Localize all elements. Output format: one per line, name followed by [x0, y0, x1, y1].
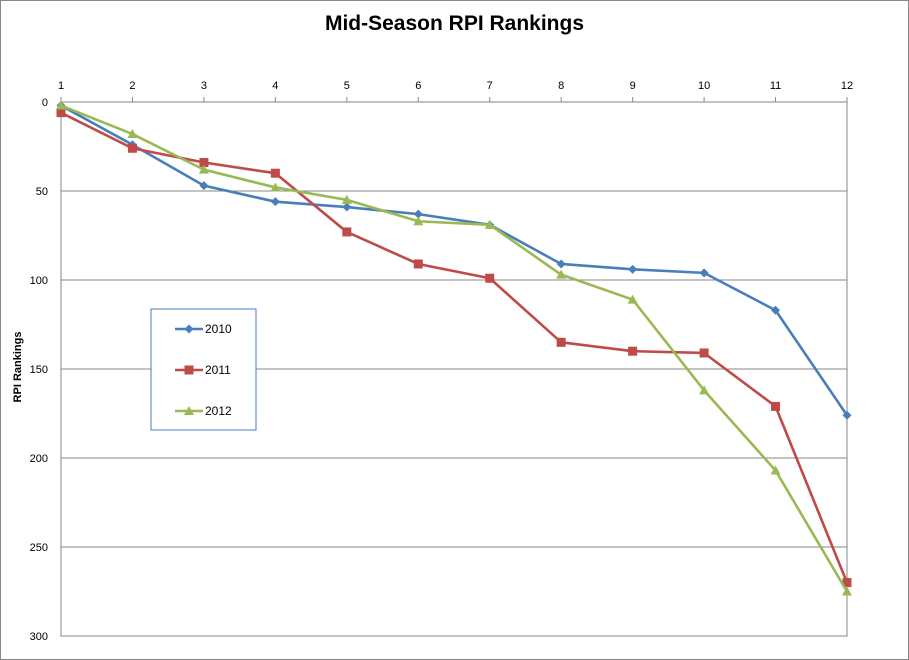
y-tick-label: 250 — [30, 542, 48, 554]
y-tick-label: 200 — [30, 453, 48, 465]
x-tick-label: 8 — [558, 80, 564, 92]
y-tick-label: 150 — [30, 364, 48, 376]
data-point-2012 — [556, 269, 567, 279]
data-point-2011 — [628, 346, 638, 356]
legend-marker-2011 — [184, 365, 194, 375]
data-point-2012 — [627, 294, 638, 304]
data-point-2010 — [556, 259, 566, 269]
data-point-2012 — [699, 385, 710, 395]
legend-label-2011: 2011 — [205, 363, 231, 377]
plot-area — [60, 101, 848, 637]
data-point-2011 — [485, 273, 495, 283]
x-tick-label: 6 — [415, 80, 421, 92]
data-point-2010 — [342, 202, 352, 212]
legend-marker-2012 — [184, 406, 194, 415]
legend-marker-2010 — [184, 324, 194, 334]
x-tick-label: 7 — [487, 80, 493, 92]
data-point-2010 — [699, 268, 709, 278]
data-point-2011 — [842, 578, 852, 588]
data-point-2011 — [270, 168, 280, 178]
data-point-2011 — [413, 259, 423, 269]
legend-label-2012: 2012 — [205, 404, 232, 418]
data-point-2010 — [199, 181, 209, 191]
y-tick-label: 300 — [30, 631, 48, 643]
x-tick-label: 3 — [201, 80, 207, 92]
legend-label-2010: 2010 — [205, 322, 232, 336]
data-point-2012 — [341, 194, 352, 204]
data-point-2011 — [699, 348, 709, 358]
data-point-2012 — [270, 182, 281, 192]
x-tick-label: 5 — [344, 80, 350, 92]
data-point-2011 — [56, 108, 66, 118]
data-point-2012 — [56, 100, 66, 110]
data-point-2010 — [270, 197, 280, 207]
x-tick-label: 11 — [770, 80, 781, 92]
data-point-2010 — [628, 264, 638, 274]
x-tick-label: 4 — [272, 80, 278, 92]
y-tick-label: 50 — [36, 186, 48, 198]
data-point-2012 — [413, 216, 424, 226]
chart-title: Mid-Season RPI Rankings — [324, 12, 585, 35]
x-tick-label: 1 — [58, 80, 64, 92]
y-tick-label: 0 — [42, 97, 48, 109]
x-tick-label: 2 — [129, 80, 135, 92]
legend — [150, 308, 257, 431]
data-point-2011 — [199, 158, 209, 168]
data-point-2011 — [556, 337, 566, 347]
data-point-2011 — [342, 227, 352, 237]
x-tick-label: 12 — [841, 80, 853, 92]
series-line-2012 — [60, 104, 849, 593]
data-point-2012 — [127, 129, 138, 139]
data-point-2012 — [198, 164, 209, 174]
data-point-2012 — [484, 219, 495, 229]
data-point-2010 — [842, 410, 852, 420]
data-point-2010 — [413, 209, 423, 219]
y-tick-label: 100 — [30, 275, 48, 287]
x-tick-label: 10 — [698, 80, 710, 92]
series-line-2011 — [60, 111, 849, 584]
data-point-2012 — [770, 465, 781, 475]
y-axis-title: RPI Rankings — [12, 332, 24, 403]
x-tick-label: 9 — [630, 80, 636, 92]
series-line-2010 — [60, 104, 849, 417]
data-point-2012 — [842, 586, 852, 596]
data-point-2010 — [771, 305, 781, 315]
data-point-2011 — [127, 143, 137, 153]
data-point-2011 — [771, 401, 781, 411]
